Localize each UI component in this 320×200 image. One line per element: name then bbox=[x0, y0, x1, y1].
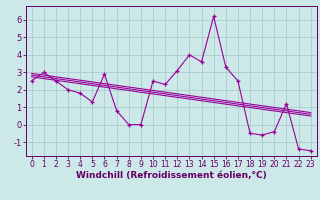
X-axis label: Windchill (Refroidissement éolien,°C): Windchill (Refroidissement éolien,°C) bbox=[76, 171, 267, 180]
